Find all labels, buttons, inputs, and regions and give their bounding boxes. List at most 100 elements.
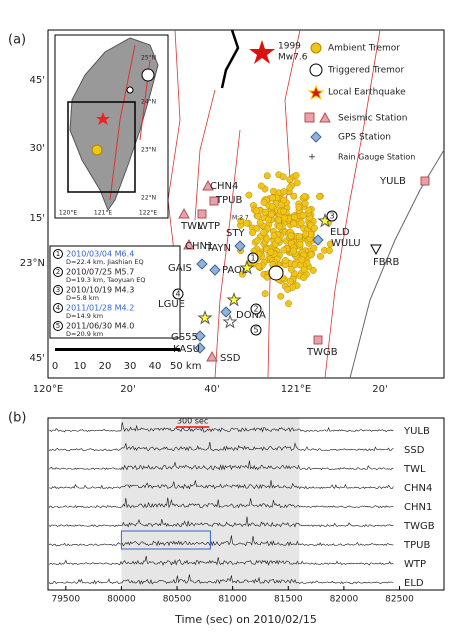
- tremor-dot: [280, 196, 288, 204]
- station-label: ELD: [404, 578, 424, 589]
- event-number: 3: [329, 212, 334, 221]
- station-label: ELD: [330, 227, 350, 238]
- tremor-dot: [290, 192, 298, 200]
- station-label: WTP: [198, 221, 220, 232]
- event-number: 2: [253, 305, 258, 314]
- inset-lon: 121°E: [94, 210, 112, 217]
- tremor-dot: [280, 214, 288, 222]
- event-box: [49, 245, 181, 339]
- tremor-dot: [280, 246, 288, 254]
- station-seismic: [178, 207, 190, 219]
- tremor-dot: [302, 230, 310, 238]
- event-number: 5: [56, 322, 60, 330]
- trace: [48, 535, 394, 547]
- tremor-dot: [287, 266, 295, 273]
- tremor-dot: [274, 236, 282, 244]
- event-circle: [53, 267, 63, 277]
- tremor-dot: [310, 224, 318, 232]
- tremor-dot: [284, 285, 292, 293]
- x-tick-label: 82000: [330, 595, 359, 605]
- inset-lat: 22°N: [141, 195, 156, 202]
- event-number: 1: [250, 254, 255, 263]
- station-label: TPUB: [403, 540, 430, 551]
- event-number: 4: [175, 290, 180, 299]
- station-label: LGUE: [158, 299, 185, 310]
- tremor-dot: [300, 266, 308, 274]
- lat-tick: 30': [30, 143, 45, 154]
- scale-label: 30: [124, 361, 137, 372]
- tremor-dot: [282, 256, 289, 264]
- scale-label: 0: [52, 361, 58, 372]
- svg-text:+: +: [308, 153, 316, 163]
- station-gps: [196, 258, 208, 270]
- x-tick-label: 82500: [385, 595, 414, 605]
- station-label: CHN4: [210, 181, 238, 192]
- station-label: CHN1: [404, 502, 432, 513]
- tremor-dot: [269, 187, 277, 195]
- quake-year: 1999: [278, 42, 301, 52]
- scale-label: 20: [99, 361, 112, 372]
- station-label: SSD: [404, 445, 425, 456]
- tremor-dot: [296, 240, 304, 248]
- trace: [48, 460, 394, 471]
- station-label: DONA: [236, 310, 266, 321]
- event-number: 5: [253, 326, 258, 335]
- trace: [48, 480, 394, 490]
- inset: [54, 34, 169, 219]
- lat-tick: 45': [30, 353, 45, 364]
- tremor-dot: [309, 266, 317, 274]
- station-seismic: [197, 209, 207, 219]
- trace: [48, 442, 394, 452]
- event-circle: [250, 303, 262, 315]
- legend-label: Rain Gauge Station: [338, 153, 415, 162]
- tremor-dot: [286, 176, 294, 184]
- tremor-dot: [270, 232, 278, 240]
- event-circle: [326, 210, 338, 222]
- legend-label: GPS Station: [338, 133, 391, 143]
- x-tick-label: 81500: [274, 595, 303, 605]
- scale-label: 300 sec: [177, 417, 208, 426]
- tremor-dot: [277, 292, 285, 300]
- event-date: 2011/01/28 M4.2: [66, 304, 134, 313]
- event-detail: D=20.9 km: [66, 330, 103, 338]
- inset-lat: 23°N: [141, 147, 156, 154]
- tremor-dot: [305, 206, 313, 214]
- lat-tick: 45': [30, 75, 45, 86]
- lon-tick: 121°E: [281, 384, 311, 395]
- tremor-dot: [299, 211, 307, 219]
- tremor-dot: [249, 229, 257, 237]
- scale-label: 40: [149, 361, 162, 372]
- legend-label: Triggered Tremor: [327, 66, 404, 76]
- tremor-dot: [257, 182, 265, 190]
- inset-lon: 120°E: [59, 210, 77, 217]
- tremor-dot: [252, 207, 260, 215]
- panel-label: (b): [8, 411, 26, 426]
- tremor-dot: [263, 235, 271, 243]
- station-seismic: [202, 179, 214, 191]
- trace: [48, 516, 394, 528]
- tremor-dot: [280, 188, 288, 196]
- station-other: [370, 244, 382, 256]
- station-label: TWGB: [403, 521, 435, 532]
- tremor-dot: [275, 216, 283, 224]
- event-detail: D=19.3 km, Taoyuan EQ: [66, 276, 145, 284]
- station-label: CHN4: [404, 483, 432, 494]
- event-circle: [53, 285, 63, 295]
- station-label: CHN1: [185, 241, 213, 252]
- station-label: M:2.7: [232, 215, 249, 222]
- station-label: GAIS: [168, 263, 192, 274]
- station-label: TWL: [180, 221, 203, 232]
- station-gps: [209, 264, 221, 276]
- trace: [48, 497, 394, 509]
- tremor-dot: [315, 193, 323, 200]
- station-gps: [234, 240, 246, 252]
- legend-label: Local Earthquake: [328, 88, 406, 98]
- tremor-dot: [310, 244, 318, 252]
- local-quake: [226, 291, 242, 307]
- lon-tick: 20': [120, 384, 135, 395]
- tremor-dot: [264, 215, 272, 223]
- station-gps: [312, 234, 324, 246]
- station-label: GS55: [171, 332, 198, 343]
- station-label: YULB: [403, 426, 430, 437]
- inset-lon: 122°E: [139, 210, 157, 217]
